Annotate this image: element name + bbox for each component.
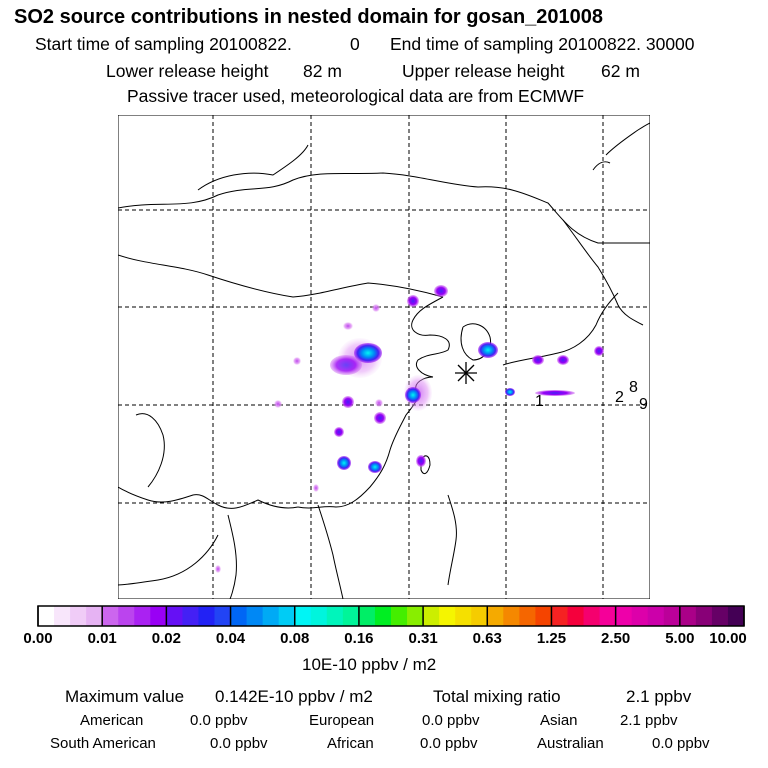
- region-name: Australian: [537, 735, 604, 752]
- colorbar-cell: [439, 606, 456, 626]
- plot-title: SO2 source contributions in nested domai…: [14, 6, 604, 28]
- colorbar-tick-label: 0.01: [87, 630, 117, 647]
- region-value: 2.1 ppbv: [620, 712, 678, 729]
- total-mixing-label: Total mixing ratio: [433, 687, 561, 706]
- colorbar-tick-label: 2.50: [601, 630, 631, 647]
- colorbar-frame: [37, 605, 745, 627]
- colorbar-cell: [615, 606, 633, 626]
- tracer-note: Passive tracer used, meteorological data…: [127, 86, 585, 106]
- max-value: 0.142E-10 ppbv / m2: [215, 687, 373, 706]
- colorbar-cell: [423, 606, 440, 626]
- start-time-label: Start time of sampling 20100822.: [35, 34, 292, 54]
- region-value: 0.0 ppbv: [652, 735, 710, 752]
- colorbar-cell: [487, 606, 504, 626]
- colorbar-cell: [727, 606, 745, 626]
- end-time-label: End time of sampling 20100822. 30000: [390, 34, 695, 54]
- map-panel: 1 2 8 9: [118, 115, 650, 599]
- colorbar-tick-label: 0.63: [472, 630, 502, 647]
- colorbar-cell: [679, 606, 697, 626]
- asterisk-icon: [455, 362, 477, 384]
- colorbar-cell: [471, 606, 488, 626]
- total-mixing-value: 2.1 ppbv: [626, 687, 692, 706]
- colorbar-cell: [583, 606, 601, 626]
- colorbar: [37, 605, 745, 627]
- map-label-9: 9: [639, 396, 648, 413]
- map-label-8: 8: [629, 379, 638, 396]
- colorbar-unit: 10E-10 ppbv / m2: [302, 655, 437, 674]
- colorbar-tick-label: 0.08: [280, 630, 310, 647]
- region-value: 0.0 ppbv: [210, 735, 268, 752]
- colorbar-cell: [326, 606, 344, 626]
- colorbar-cell: [86, 606, 103, 626]
- colorbar-cell: [358, 606, 376, 626]
- region-name: American: [80, 712, 144, 729]
- colorbar-tick-label: 0.31: [408, 630, 438, 647]
- colorbar-cell: [551, 606, 568, 626]
- colorbar-cell: [246, 606, 264, 626]
- region-name: African: [327, 735, 374, 752]
- colorbar-cell: [214, 606, 232, 626]
- colorbar-cell: [230, 606, 248, 626]
- colorbar-cell: [134, 606, 151, 626]
- colorbar-cell: [38, 606, 55, 626]
- colorbar-cell: [535, 606, 552, 626]
- region-name: South American: [50, 735, 156, 752]
- colorbar-cell: [342, 606, 360, 626]
- colorbar-cell: [294, 606, 312, 626]
- colorbar-cell: [407, 606, 424, 626]
- map-label-1: 1: [535, 393, 544, 410]
- colorbar-cell: [182, 606, 199, 626]
- max-value-label: Maximum value: [65, 687, 185, 706]
- upper-release-value: 62 m: [601, 61, 640, 81]
- colorbar-cell: [54, 606, 71, 626]
- colorbar-cell: [150, 606, 167, 626]
- colorbar-cell: [631, 606, 649, 626]
- region-name: Asian: [540, 712, 578, 729]
- colorbar-cell: [70, 606, 87, 626]
- region-value: 0.0 ppbv: [422, 712, 480, 729]
- colorbar-cell: [278, 606, 296, 626]
- region-value: 0.0 ppbv: [420, 735, 478, 752]
- colorbar-cell: [374, 606, 392, 626]
- colorbar-cell: [391, 606, 408, 626]
- colorbar-tick-label: 0.04: [215, 630, 246, 647]
- lower-release-label: Lower release height: [106, 61, 269, 81]
- colorbar-tick-label: 10.00: [709, 630, 747, 647]
- colorbar-cell: [198, 606, 215, 626]
- colorbar-cell: [102, 606, 119, 626]
- start-time-value: 0: [350, 34, 360, 54]
- coastlines: [118, 122, 650, 599]
- concentration-field: [215, 285, 604, 573]
- upper-release-label: Upper release height: [402, 61, 565, 81]
- colorbar-cell: [519, 606, 536, 626]
- colorbar-cell: [647, 606, 665, 626]
- colorbar-tick-label: 1.25: [536, 630, 567, 647]
- region-value: 0.0 ppbv: [190, 712, 248, 729]
- colorbar-tick-label: 0.16: [344, 630, 374, 647]
- colorbar-cell: [310, 606, 328, 626]
- colorbar-cell: [262, 606, 280, 626]
- region-name: European: [309, 712, 375, 729]
- colorbar-tick-label: 0.00: [23, 630, 53, 647]
- lower-release-value: 82 m: [303, 61, 342, 81]
- colorbar-cell: [711, 606, 729, 626]
- graticule: [118, 115, 650, 599]
- colorbar-cell: [118, 606, 135, 626]
- colorbar-cell: [599, 606, 617, 626]
- colorbar-cell: [455, 606, 472, 626]
- colorbar-cell: [663, 606, 681, 626]
- colorbar-tick-label: 5.00: [665, 630, 695, 647]
- colorbar-cell: [567, 606, 585, 626]
- map-label-2: 2: [615, 389, 624, 406]
- colorbar-cell: [166, 606, 183, 626]
- colorbar-cell: [695, 606, 713, 626]
- colorbar-cell: [503, 606, 520, 626]
- colorbar-tick-label: 0.02: [151, 630, 181, 647]
